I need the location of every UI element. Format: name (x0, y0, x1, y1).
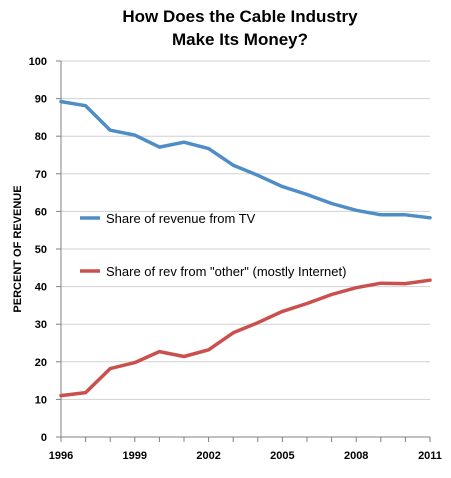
legend-label-other: Share of rev from "other" (mostly Intern… (106, 264, 346, 279)
series-line-other (59, 278, 432, 398)
y-tick-label: 40 (35, 282, 47, 294)
y-axis-label: PERCENT OF REVENUE (12, 185, 24, 312)
y-tick-label: 10 (35, 394, 47, 406)
y-tick-label: 0 (41, 432, 47, 444)
x-tick-label: 1999 (123, 450, 147, 462)
chart-title-line-1: How Does the Cable Industry (122, 7, 358, 26)
y-tick-label: 100 (29, 56, 47, 68)
series-lines (59, 99, 432, 398)
y-tick-label: 60 (35, 206, 47, 218)
y-tick-label: 50 (35, 244, 47, 256)
chart-title-line-2: Make Its Money? (172, 30, 308, 49)
chart-title: How Does the Cable Industry Make Its Mon… (122, 7, 358, 49)
y-tick-label: 90 (35, 94, 47, 106)
grid-lines (61, 60, 430, 400)
y-axis-tick-labels: 0 10 20 30 40 50 60 70 80 90 100 (29, 56, 47, 444)
x-tick-label: 2008 (344, 450, 368, 462)
y-tick-label: 30 (35, 319, 47, 331)
x-tick-label: 1996 (49, 450, 73, 462)
axes (56, 60, 431, 442)
x-tick-label: 2002 (196, 450, 220, 462)
legend-label-tv: Share of revenue from TV (106, 211, 256, 226)
y-tick-label: 80 (35, 131, 47, 143)
y-tick-label: 70 (35, 169, 47, 181)
x-tick-label: 2011 (418, 450, 442, 462)
legend: Share of revenue from TV Share of rev fro… (80, 211, 346, 279)
x-axis-tick-labels: 1996 1999 2002 2005 2008 2011 (49, 450, 442, 462)
y-tick-label: 20 (35, 357, 47, 369)
x-tick-label: 2005 (270, 450, 294, 462)
series-line-tv (59, 99, 432, 220)
